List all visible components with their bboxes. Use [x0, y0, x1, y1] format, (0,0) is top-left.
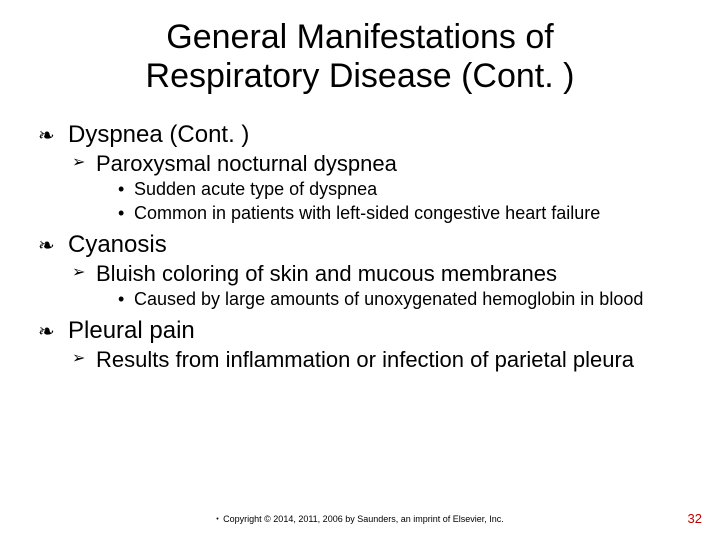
slide: General Manifestations of Respiratory Di… [0, 0, 720, 540]
page-number: 32 [688, 511, 702, 526]
subbullet-paroxysmal: Paroxysmal nocturnal dyspnea [38, 151, 693, 177]
bullet-cyanosis: Cyanosis [38, 231, 693, 259]
subbullet-inflammation-label: Results from inflammation or infection o… [96, 347, 634, 372]
point-common-chf: Common in patients with left-sided conge… [38, 203, 693, 225]
title-line-1: General Manifestations of [166, 18, 553, 56]
point-unoxygenated: Caused by large amounts of unoxygenated … [38, 289, 693, 311]
subbullet-inflammation: Results from inflammation or infection o… [38, 347, 693, 373]
bullet-dyspnea: Dyspnea (Cont. ) [38, 121, 693, 149]
point-common-chf-label: Common in patients with left-sided conge… [134, 203, 600, 223]
subbullet-paroxysmal-label: Paroxysmal nocturnal dyspnea [96, 151, 397, 176]
bullet-pleural: Pleural pain [38, 317, 693, 345]
point-unoxygenated-label: Caused by large amounts of unoxygenated … [134, 289, 643, 309]
bullet-cyanosis-label: Cyanosis [68, 231, 167, 258]
slide-body: Dyspnea (Cont. ) Paroxysmal nocturnal dy… [38, 115, 693, 373]
title-line-2: Respiratory Disease (Cont. ) [146, 57, 575, 95]
slide-title: General Manifestations of Respiratory Di… [0, 18, 720, 96]
copyright-footer: Copyright © 2014, 2011, 2006 by Saunders… [0, 514, 720, 524]
bullet-dyspnea-label: Dyspnea (Cont. ) [68, 121, 249, 148]
subbullet-bluish: Bluish coloring of skin and mucous membr… [38, 261, 693, 287]
page-number-value: 32 [688, 511, 702, 526]
point-sudden-acute-label: Sudden acute type of dyspnea [134, 179, 377, 199]
copyright-text: Copyright © 2014, 2011, 2006 by Saunders… [223, 514, 504, 524]
bullet-pleural-label: Pleural pain [68, 317, 195, 344]
point-sudden-acute: Sudden acute type of dyspnea [38, 179, 693, 201]
subbullet-bluish-label: Bluish coloring of skin and mucous membr… [96, 261, 557, 286]
